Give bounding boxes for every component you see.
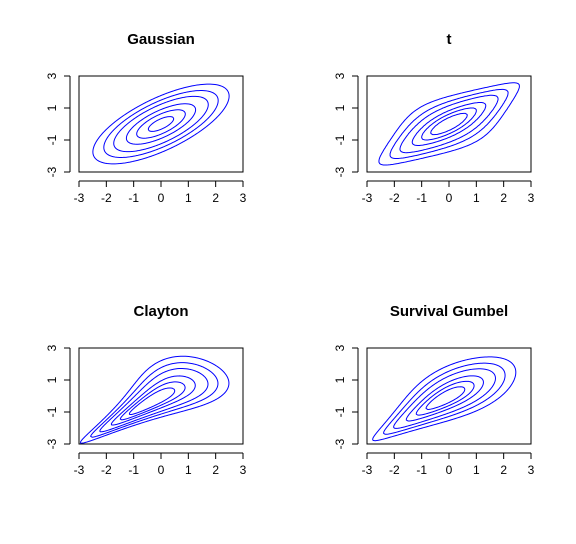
contour-line-0.025 (90, 362, 219, 438)
x-tick-label: 1 (473, 191, 480, 205)
contour-line-0.1 (405, 375, 484, 422)
panel-title: t (447, 31, 452, 48)
contour-line-0.2 (128, 387, 176, 415)
y-axis: -3 -1 1 3 (45, 344, 71, 449)
contour-line-0.15 (119, 381, 186, 421)
x-tick-label: 0 (446, 463, 453, 477)
y-tick-label: -3 (333, 166, 347, 177)
x-tick-label: -3 (74, 463, 85, 477)
x-tick-label: -1 (416, 463, 427, 477)
x-tick-label: -2 (101, 191, 112, 205)
y-tick-label: -1 (333, 134, 347, 145)
y-tick-label: -3 (45, 166, 59, 177)
panel-title: Survival Gumbel (390, 303, 508, 320)
x-tick-label: -3 (74, 191, 85, 205)
y-axis: -3 -1 1 3 (333, 72, 359, 177)
x-tick-label: 1 (473, 463, 480, 477)
plot-box (78, 347, 244, 445)
x-tick-label: -1 (416, 191, 427, 205)
contour-lines (92, 83, 230, 165)
x-tick-label: 2 (212, 463, 219, 477)
y-tick-label: -1 (45, 134, 59, 145)
x-tick-label: -1 (128, 191, 139, 205)
x-tick-label: 1 (185, 191, 192, 205)
x-tick-label: -2 (389, 463, 400, 477)
panel-title: Gaussian (127, 31, 195, 48)
contour-lines (378, 82, 520, 166)
contour-line-0.15 (415, 380, 475, 416)
contour-line-0.025 (389, 88, 509, 159)
x-tick-label: -3 (362, 463, 373, 477)
contour-line-0.1 (110, 375, 196, 426)
y-axis: -3 -1 1 3 (45, 72, 71, 177)
x-tick-label: 2 (500, 463, 507, 477)
contour-line-0.15 (136, 109, 186, 139)
contour-line-0.1 (125, 103, 197, 145)
y-tick-label: 1 (45, 376, 59, 383)
x-axis: -3 -2 -1 0 1 2 3 (74, 452, 247, 477)
contour-line-0.01 (378, 82, 520, 166)
contour-line-0.05 (393, 368, 496, 429)
x-axis: -3 -2 -1 0 1 2 3 (74, 180, 247, 205)
contour-line-0.2 (147, 116, 175, 132)
plot-box (78, 75, 244, 173)
x-tick-label: 3 (240, 463, 247, 477)
contour-line-0.01 (372, 356, 517, 442)
y-tick-label: 3 (333, 344, 347, 351)
y-tick-label: -3 (333, 438, 347, 449)
contour-line-0.05 (399, 94, 499, 154)
y-tick-label: 3 (45, 344, 59, 351)
contour-line-0.1 (411, 101, 487, 147)
contour-line-0.05 (99, 368, 209, 433)
y-tick-label: 1 (333, 104, 347, 111)
x-tick-label: 3 (528, 191, 535, 205)
x-tick-label: 3 (528, 463, 535, 477)
plot-box (366, 75, 532, 173)
y-axis: -3 -1 1 3 (333, 344, 359, 449)
y-tick-label: 3 (333, 72, 347, 79)
x-axis: -3 -2 -1 0 1 2 3 (362, 180, 535, 205)
x-tick-label: 0 (158, 191, 165, 205)
y-tick-label: -1 (45, 406, 59, 417)
y-tick-label: 1 (45, 104, 59, 111)
panel-t: t -3 -2 -1 0 1 2 3 -3 -1 1 3 (333, 31, 535, 205)
contour-line-0.01 (92, 83, 230, 165)
x-tick-label: 1 (185, 463, 192, 477)
x-tick-label: 2 (500, 191, 507, 205)
y-tick-label: -3 (45, 438, 59, 449)
contour-lines (372, 356, 517, 442)
contour-line-0.05 (113, 95, 209, 153)
panel-clayton: Clayton -3 -2 -1 0 1 2 3 -3 -1 1 3 (45, 303, 247, 477)
panel-survival-gumbel: Survival Gumbel -3 -2 -1 0 1 2 3 -3 -1 1 3 (333, 303, 535, 477)
x-tick-label: 3 (240, 191, 247, 205)
contour-line-0.025 (103, 90, 219, 158)
x-tick-label: -3 (362, 191, 373, 205)
y-tick-label: 1 (333, 376, 347, 383)
contour-line-0.15 (421, 107, 477, 141)
contour-lines (79, 355, 230, 444)
panel-title: Clayton (133, 303, 188, 320)
y-tick-label: 3 (45, 72, 59, 79)
x-tick-label: 0 (446, 191, 453, 205)
x-tick-label: -2 (101, 463, 112, 477)
panel-gaussian: Gaussian -3 -2 -1 0 1 2 3 -3 -1 1 3 (45, 31, 247, 205)
contour-line-0.2 (430, 112, 468, 136)
x-tick-label: 0 (158, 463, 165, 477)
contour-line-0.025 (383, 362, 506, 435)
x-tick-label: -2 (389, 191, 400, 205)
y-tick-label: -1 (333, 406, 347, 417)
x-tick-label: 2 (212, 191, 219, 205)
contour-line-0.2 (425, 386, 466, 410)
x-tick-label: -1 (128, 463, 139, 477)
plot-box (366, 347, 532, 445)
x-axis: -3 -2 -1 0 1 2 3 (362, 452, 535, 477)
contour-line-0.01 (79, 355, 230, 444)
